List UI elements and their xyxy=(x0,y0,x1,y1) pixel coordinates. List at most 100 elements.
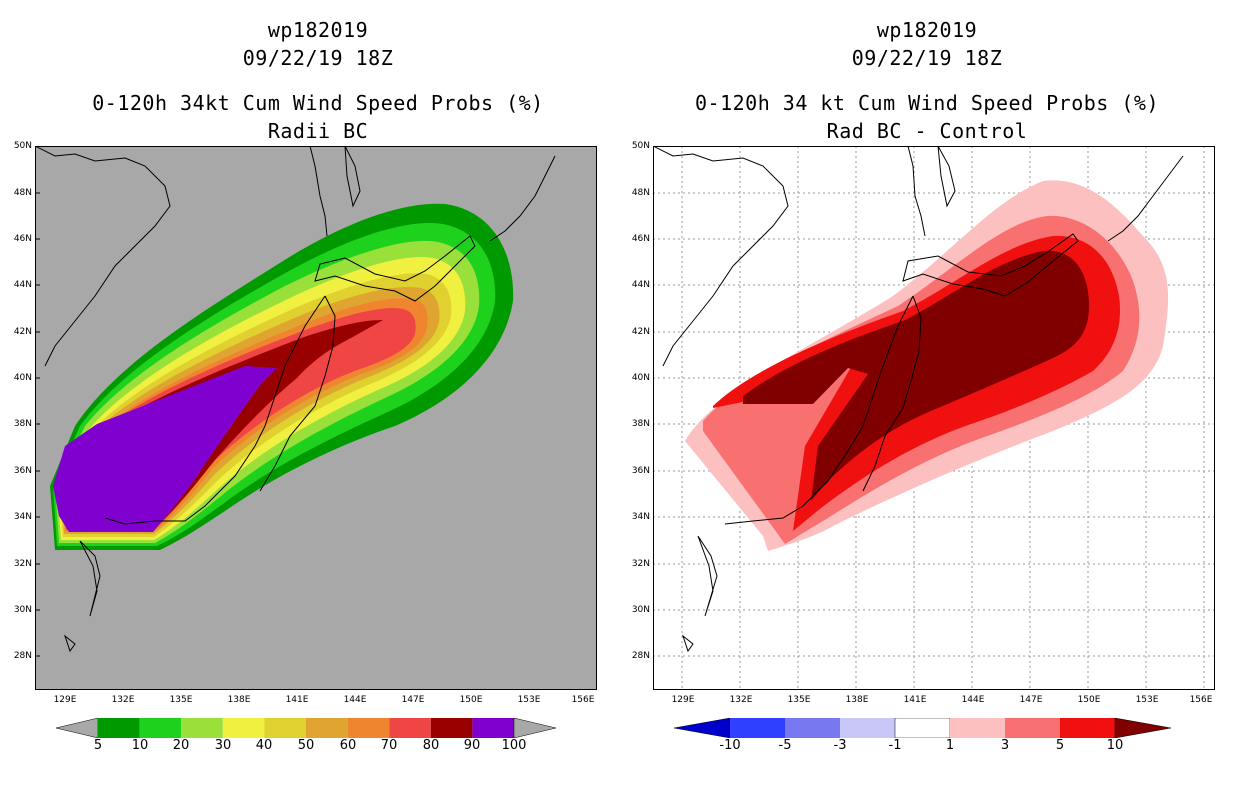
left-colorbar-swatch xyxy=(306,718,348,738)
right-lat-label: 48N xyxy=(631,188,650,198)
left-colorbar-swatch xyxy=(98,718,140,738)
right-lat-label: 32N xyxy=(631,559,650,569)
right-colorbar-max-arrow xyxy=(1114,718,1172,738)
right-lon-label: 150E xyxy=(1077,695,1101,705)
right-colorbar-swatch xyxy=(730,718,785,738)
right-lat-label: 42N xyxy=(631,327,650,337)
left-map xyxy=(34,145,597,690)
right-lon-label: 135E xyxy=(787,695,811,705)
left-coastlines xyxy=(34,145,556,653)
left-lat-label: 28N xyxy=(13,651,32,661)
right-lat-label: 50N xyxy=(631,141,650,151)
left-lat-label: 34N xyxy=(13,512,32,522)
left-colorbar-label: 100 xyxy=(501,738,527,753)
right-colorbar-label: 5 xyxy=(1055,738,1065,753)
right-lon-label: 153E xyxy=(1135,695,1159,705)
left-colorbar-label: 5 xyxy=(93,738,103,753)
left-lon-label: 153E xyxy=(517,695,541,705)
left-colorbar-label: 80 xyxy=(422,738,440,753)
left-colorbar-label: 30 xyxy=(214,738,232,753)
left-lon-label: 132E xyxy=(111,695,135,705)
left-lon-label: 138E xyxy=(227,695,251,705)
left-lon-label: 150E xyxy=(459,695,483,705)
right-colorbar-label: 10 xyxy=(1106,738,1124,753)
right-lon-label: 141E xyxy=(903,695,927,705)
right-colorbar-swatch xyxy=(950,718,1005,738)
right-datetime: 09/22/19 18Z xyxy=(851,46,1003,70)
right-colorbar-swatch xyxy=(840,718,895,738)
right-lon-label: 129E xyxy=(671,695,695,705)
right-chart-subtitle: Rad BC - Control xyxy=(826,119,1028,143)
left-lat-label: 48N xyxy=(13,188,32,198)
right-colorbar-swatch xyxy=(1005,718,1060,738)
left-map-frame xyxy=(35,146,597,690)
left-colorbar-swatch xyxy=(139,718,182,738)
left-colorbar-label: 60 xyxy=(339,738,357,753)
right-lat-label: 38N xyxy=(631,419,650,429)
left-colorbar-label: 90 xyxy=(463,738,481,753)
left-lat-label: 46N xyxy=(13,234,32,244)
right-chart-title: 0-120h 34 kt Cum Wind Speed Probs (%) xyxy=(694,91,1160,115)
left-colorbar-swatch xyxy=(430,718,473,738)
left-colorbar-swatch xyxy=(347,718,390,738)
right-lat-label: 30N xyxy=(631,605,650,615)
right-map-canvas xyxy=(652,145,1215,690)
left-lat-label: 42N xyxy=(13,327,32,337)
right-lat-label: 28N xyxy=(631,651,650,661)
diff-10 xyxy=(743,250,1089,501)
left-colorbar-swatch xyxy=(389,718,431,738)
right-lat-label: 36N xyxy=(631,466,650,476)
left-colorbar-swatch xyxy=(472,718,514,738)
left-datetime: 09/22/19 18Z xyxy=(242,46,394,70)
right-colorbar-label: -5 xyxy=(778,738,792,753)
right-coastlines xyxy=(652,145,1184,653)
right-colorbar-label: 1 xyxy=(945,738,955,753)
right-difference-contours xyxy=(685,180,1169,551)
right-colorbar-swatch xyxy=(894,718,951,738)
left-lat-label: 36N xyxy=(13,466,32,476)
left-colorbar-label: 70 xyxy=(380,738,398,753)
left-lat-label: 30N xyxy=(13,605,32,615)
left-lat-label: 50N xyxy=(13,141,32,151)
left-storm-id: wp182019 xyxy=(267,18,369,42)
left-lon-label: 144E xyxy=(343,695,367,705)
right-lon-label: 147E xyxy=(1019,695,1043,705)
left-lat-label: 32N xyxy=(13,559,32,569)
right-lon-label: 144E xyxy=(961,695,985,705)
right-lat-label: 34N xyxy=(631,512,650,522)
left-lon-label: 147E xyxy=(401,695,425,705)
prob-90-100 xyxy=(53,366,277,532)
left-colorbar-swatch xyxy=(222,718,265,738)
left-chart-title: 0-120h 34kt Cum Wind Speed Probs (%) xyxy=(92,91,544,115)
left-colorbar-label: 40 xyxy=(255,738,273,753)
right-colorbar xyxy=(674,718,1172,738)
left-colorbar-label: 10 xyxy=(131,738,149,753)
right-colorbar-swatch xyxy=(785,718,840,738)
left-lat-label: 44N xyxy=(13,280,32,290)
left-lat-label: 40N xyxy=(13,373,32,383)
right-map xyxy=(652,145,1215,690)
right-lat-label: 46N xyxy=(631,234,650,244)
right-colorbar-label: -3 xyxy=(833,738,847,753)
left-colorbar-label: 20 xyxy=(172,738,190,753)
left-lon-label: 156E xyxy=(571,695,595,705)
left-lon-label: 129E xyxy=(53,695,77,705)
left-chart-subtitle: Radii BC xyxy=(267,119,369,143)
left-colorbar-swatch xyxy=(181,718,223,738)
left-map-canvas xyxy=(34,145,597,690)
right-colorbar-min-arrow xyxy=(674,718,731,738)
left-colorbar-label: 50 xyxy=(297,738,315,753)
right-lat-label: 44N xyxy=(631,280,650,290)
right-colorbar-swatch xyxy=(1060,718,1115,738)
left-colorbar xyxy=(56,718,556,738)
right-colorbar-label: -1 xyxy=(888,738,902,753)
left-lat-label: 38N xyxy=(13,419,32,429)
right-colorbar-label: 3 xyxy=(1000,738,1010,753)
left-lon-label: 141E xyxy=(285,695,309,705)
left-colorbar-min-arrow xyxy=(56,718,99,738)
left-lon-label: 135E xyxy=(169,695,193,705)
right-lat-label: 40N xyxy=(631,373,650,383)
right-lon-label: 132E xyxy=(729,695,753,705)
right-lon-label: 156E xyxy=(1189,695,1213,705)
right-map-frame xyxy=(653,146,1215,690)
